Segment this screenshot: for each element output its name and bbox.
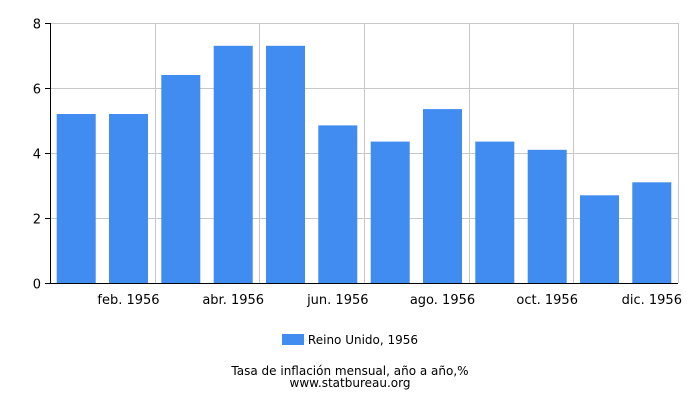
x-tick-label: oct. 1956 bbox=[516, 293, 578, 308]
bar bbox=[266, 45, 305, 284]
legend: Reino Unido, 1956 bbox=[0, 333, 700, 347]
bar bbox=[213, 45, 253, 284]
x-tick-label: dic. 1956 bbox=[622, 293, 682, 308]
bar bbox=[318, 125, 358, 284]
bar bbox=[632, 182, 672, 284]
source-url: www.statbureau.org bbox=[289, 376, 411, 390]
x-axis-labels: feb. 1956 abr. 1956 jun. 1956 ago. 1956 oct.… bbox=[97, 293, 682, 308]
bar bbox=[527, 149, 567, 284]
y-tick-label: 8 bbox=[33, 18, 41, 33]
y-tick-label: 0 bbox=[33, 278, 41, 293]
y-axis-labels: 0 2 4 6 8 bbox=[33, 18, 41, 293]
bar bbox=[161, 75, 201, 283]
bar bbox=[423, 109, 462, 283]
axes bbox=[45, 23, 678, 284]
bar bbox=[580, 195, 619, 284]
bars bbox=[56, 45, 672, 284]
x-tick-label: ago. 1956 bbox=[410, 293, 475, 308]
bar bbox=[370, 141, 410, 283]
y-tick-label: 4 bbox=[33, 148, 41, 163]
x-tick-label: abr. 1956 bbox=[202, 293, 264, 308]
legend-swatch bbox=[281, 334, 304, 345]
x-tick-label: jun. 1956 bbox=[306, 293, 368, 308]
bar bbox=[475, 141, 515, 283]
legend-label: Reino Unido, 1956 bbox=[307, 333, 419, 347]
y-tick-label: 2 bbox=[33, 213, 41, 228]
chart-caption: Tasa de inflación mensual, año a año,% bbox=[231, 364, 469, 378]
bar-chart: 0 2 4 6 8 feb. 1956 abr. 1956 jun. 1956 ago. 19… bbox=[33, 18, 682, 309]
y-tick-label: 6 bbox=[33, 83, 41, 98]
grid bbox=[50, 23, 679, 283]
bar bbox=[109, 114, 148, 283]
bar bbox=[56, 114, 96, 283]
x-tick-label: feb. 1956 bbox=[97, 293, 159, 308]
